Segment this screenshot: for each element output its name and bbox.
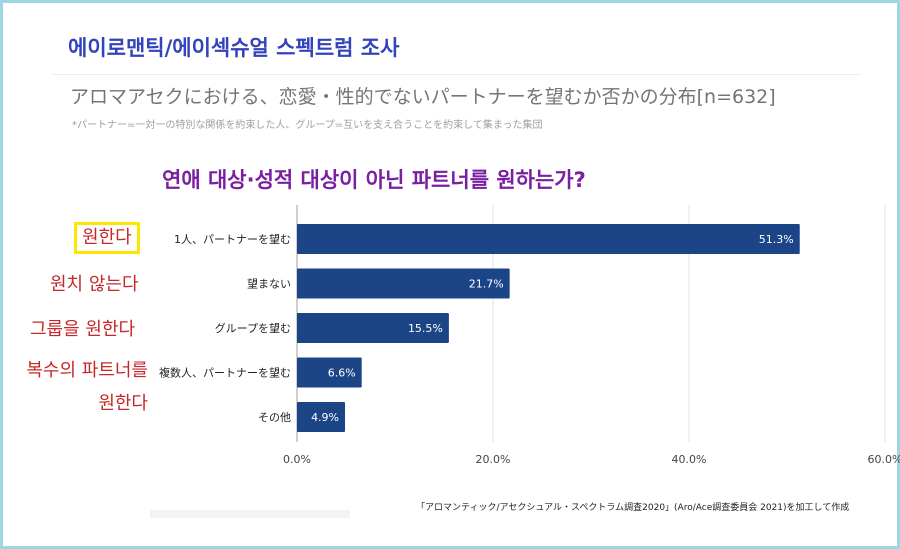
bar [297, 357, 362, 388]
bar [297, 268, 510, 299]
x-tick-label: 0.0% [283, 453, 311, 466]
korean-label-multiple: 복수의 파트너를 원한다 [8, 354, 148, 420]
page-title: 에이로맨틱/에이섹슈얼 스펙트럼 조사 [68, 36, 400, 60]
korean-label-multiple-line2: 원한다 [98, 393, 148, 414]
category-label: 複数人、パートナーを望む [159, 366, 291, 380]
korean-label-group: 그룹을 원한다 [30, 319, 136, 340]
footer-strip [150, 510, 350, 518]
bar [297, 224, 800, 254]
category-label: グループを望む [215, 321, 291, 335]
chart-title: アロマアセクにおける、恋愛・性的でないパートナーを望むか否かの分布[n=632] [70, 86, 776, 108]
source-footnote: 「アロマンティック/アセクシュアル・スペクトラム調査2020」(Aro/Ace調… [416, 503, 850, 513]
x-tick-label: 60.0% [868, 453, 900, 466]
category-label: 望まない [247, 278, 291, 291]
chart-subtitle: *パートナー=一対一の特別な関係を約束した人、グループ=互いを支え合うことを約束… [72, 120, 543, 131]
data-label: 15.5% [408, 322, 443, 335]
korean-label-want: 원한다 [74, 222, 140, 254]
korean-label-not-want: 원치 않는다 [50, 274, 139, 295]
korean-question: 연애 대상·성적 대상이 아닌 파트너를 원하는가? [162, 168, 586, 192]
x-tick-label: 40.0% [672, 453, 707, 466]
divider [52, 74, 862, 75]
data-label: 6.6% [328, 367, 356, 380]
x-tick-label: 20.0% [476, 453, 511, 466]
data-label: 21.7% [469, 278, 504, 291]
data-label: 4.9% [311, 411, 339, 424]
bar [297, 402, 346, 432]
bar [297, 313, 449, 343]
category-label: 1人、パートナーを望む [174, 233, 291, 246]
data-label: 51.3% [759, 233, 794, 246]
category-label: その他 [258, 411, 291, 424]
korean-label-multiple-line1: 복수의 파트너를 [26, 360, 148, 381]
